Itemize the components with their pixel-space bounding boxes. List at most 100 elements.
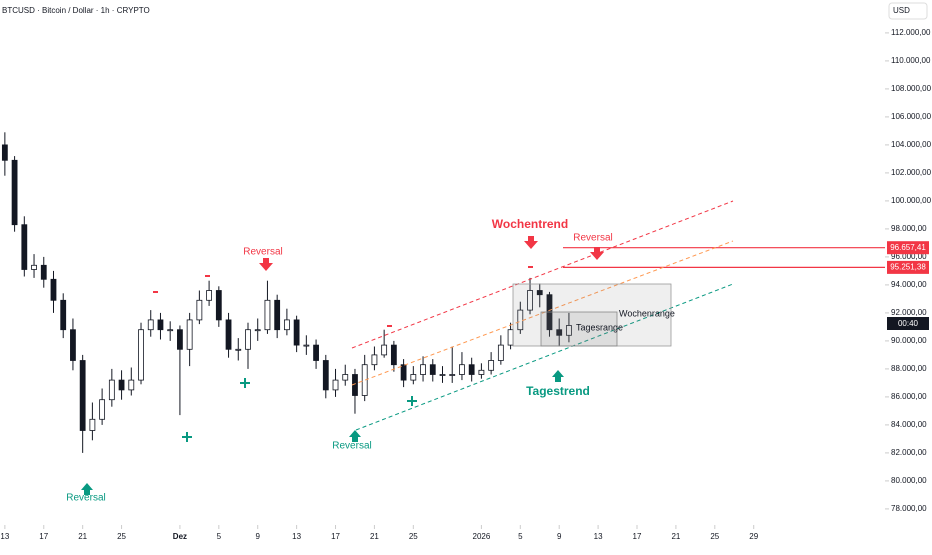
candle-body <box>70 329 76 361</box>
candle-body <box>21 224 28 270</box>
annotation: Wochentrend <box>492 217 568 231</box>
y-tick-label: 102.000,00 <box>891 168 932 177</box>
candle-body <box>478 369 485 375</box>
channel-upper <box>351 200 734 349</box>
y-tick-label: 104.000,00 <box>891 140 932 149</box>
axes: 112.000,00 110.000,00 108.000,00 106.000,00… <box>0 28 931 541</box>
y-tick-label: 106.000,00 <box>891 112 932 121</box>
candle-body <box>215 290 222 321</box>
candle-body <box>186 319 193 350</box>
x-tick-label: 13 <box>292 532 301 541</box>
candle-body <box>429 364 436 375</box>
candle-body <box>468 364 475 375</box>
candle-body <box>274 299 281 331</box>
candle-body <box>566 325 572 336</box>
candle-body <box>507 329 514 346</box>
x-tick-label: 29 <box>749 532 758 541</box>
candle-body <box>527 290 533 311</box>
currency: USD <box>893 6 910 15</box>
y-tick-label: 98.000,00 <box>891 224 927 233</box>
candle-body <box>99 399 106 420</box>
candle-body <box>138 329 144 381</box>
currency-box <box>888 2 928 20</box>
x-tick-label: 21 <box>78 532 87 541</box>
annotation: Reversal <box>243 247 282 258</box>
candle-body <box>31 264 37 270</box>
x-tick-label: 21 <box>370 532 379 541</box>
candle-body <box>11 159 18 226</box>
candle-body <box>60 299 67 331</box>
y-tick-label: 84.000,00 <box>891 420 927 429</box>
candle-body <box>245 329 251 350</box>
candle-body <box>196 299 203 321</box>
candle-body <box>303 344 310 347</box>
candle-body <box>361 364 368 396</box>
y-tick-label: 110.000,00 <box>891 56 931 65</box>
candle-body <box>371 354 378 366</box>
candle-body <box>1 144 8 161</box>
plus-markers <box>182 378 417 442</box>
candle-body <box>390 344 397 366</box>
price-level-label: 95.251,38 <box>890 262 926 271</box>
time-axis <box>0 525 932 550</box>
minus-marker <box>387 325 392 327</box>
x-tick-label: 9 <box>557 532 562 541</box>
price-level-label: 96.657,41 <box>890 243 926 252</box>
candle-body <box>536 290 543 296</box>
candle-body <box>313 344 319 361</box>
candle-body <box>497 344 504 361</box>
x-tick-label: 5 <box>518 532 523 541</box>
x-tick-label: 21 <box>671 532 680 541</box>
price-level-box <box>887 241 929 255</box>
y-tick-label: 96.000,00 <box>891 252 927 261</box>
candle-body <box>283 319 290 331</box>
minus-marker <box>528 266 533 268</box>
y-tick-label: 112.000,00 <box>891 28 931 37</box>
candle-body <box>118 379 125 391</box>
candle-body <box>40 264 47 280</box>
price-axis <box>885 0 932 550</box>
y-tick-label: 78.000,00 <box>891 504 927 513</box>
candle-body <box>342 374 349 381</box>
annotation: Tagestrend <box>526 384 590 398</box>
x-tick-label: 5 <box>217 532 222 541</box>
y-tick-label: 86.000,00 <box>891 392 927 401</box>
candle-body <box>225 319 232 350</box>
candle-body <box>79 360 86 431</box>
annotation: Reversal <box>332 441 371 452</box>
annotation: Wochenrange <box>619 308 675 318</box>
candle-body <box>420 364 426 375</box>
candle-body <box>89 418 96 431</box>
x-tick-label: 25 <box>117 532 126 541</box>
candle-body <box>459 364 465 375</box>
chart-title: BTCUSD · Bitcoin / Dollar · 1h · CRYPTO <box>2 6 150 15</box>
candle-body <box>293 319 300 346</box>
week-range-box <box>512 283 672 347</box>
candle-body <box>177 329 183 350</box>
x-tick-label: 13 <box>594 532 603 541</box>
channel-mid <box>351 240 734 386</box>
x-tick-label: 13 <box>0 532 9 541</box>
candle-body <box>410 374 417 381</box>
candle-body <box>235 348 242 351</box>
annotation: Reversal <box>573 233 612 244</box>
candle-body <box>206 290 212 301</box>
candle-body <box>439 374 446 376</box>
channel-lower <box>355 283 734 431</box>
candle-body <box>517 309 524 331</box>
candle-body <box>147 319 154 331</box>
candle-body <box>264 299 271 331</box>
candle-body <box>332 379 339 391</box>
price-level-box <box>887 260 929 274</box>
candle-body <box>157 319 164 331</box>
candle-body <box>322 360 329 391</box>
minus-marker <box>153 291 158 293</box>
candle-body <box>449 374 456 376</box>
candle-body <box>381 344 388 356</box>
x-tick-label: 17 <box>633 532 642 541</box>
candle-body <box>108 379 115 401</box>
y-tick-label: 82.000,00 <box>891 448 927 457</box>
candle-body <box>556 329 563 336</box>
